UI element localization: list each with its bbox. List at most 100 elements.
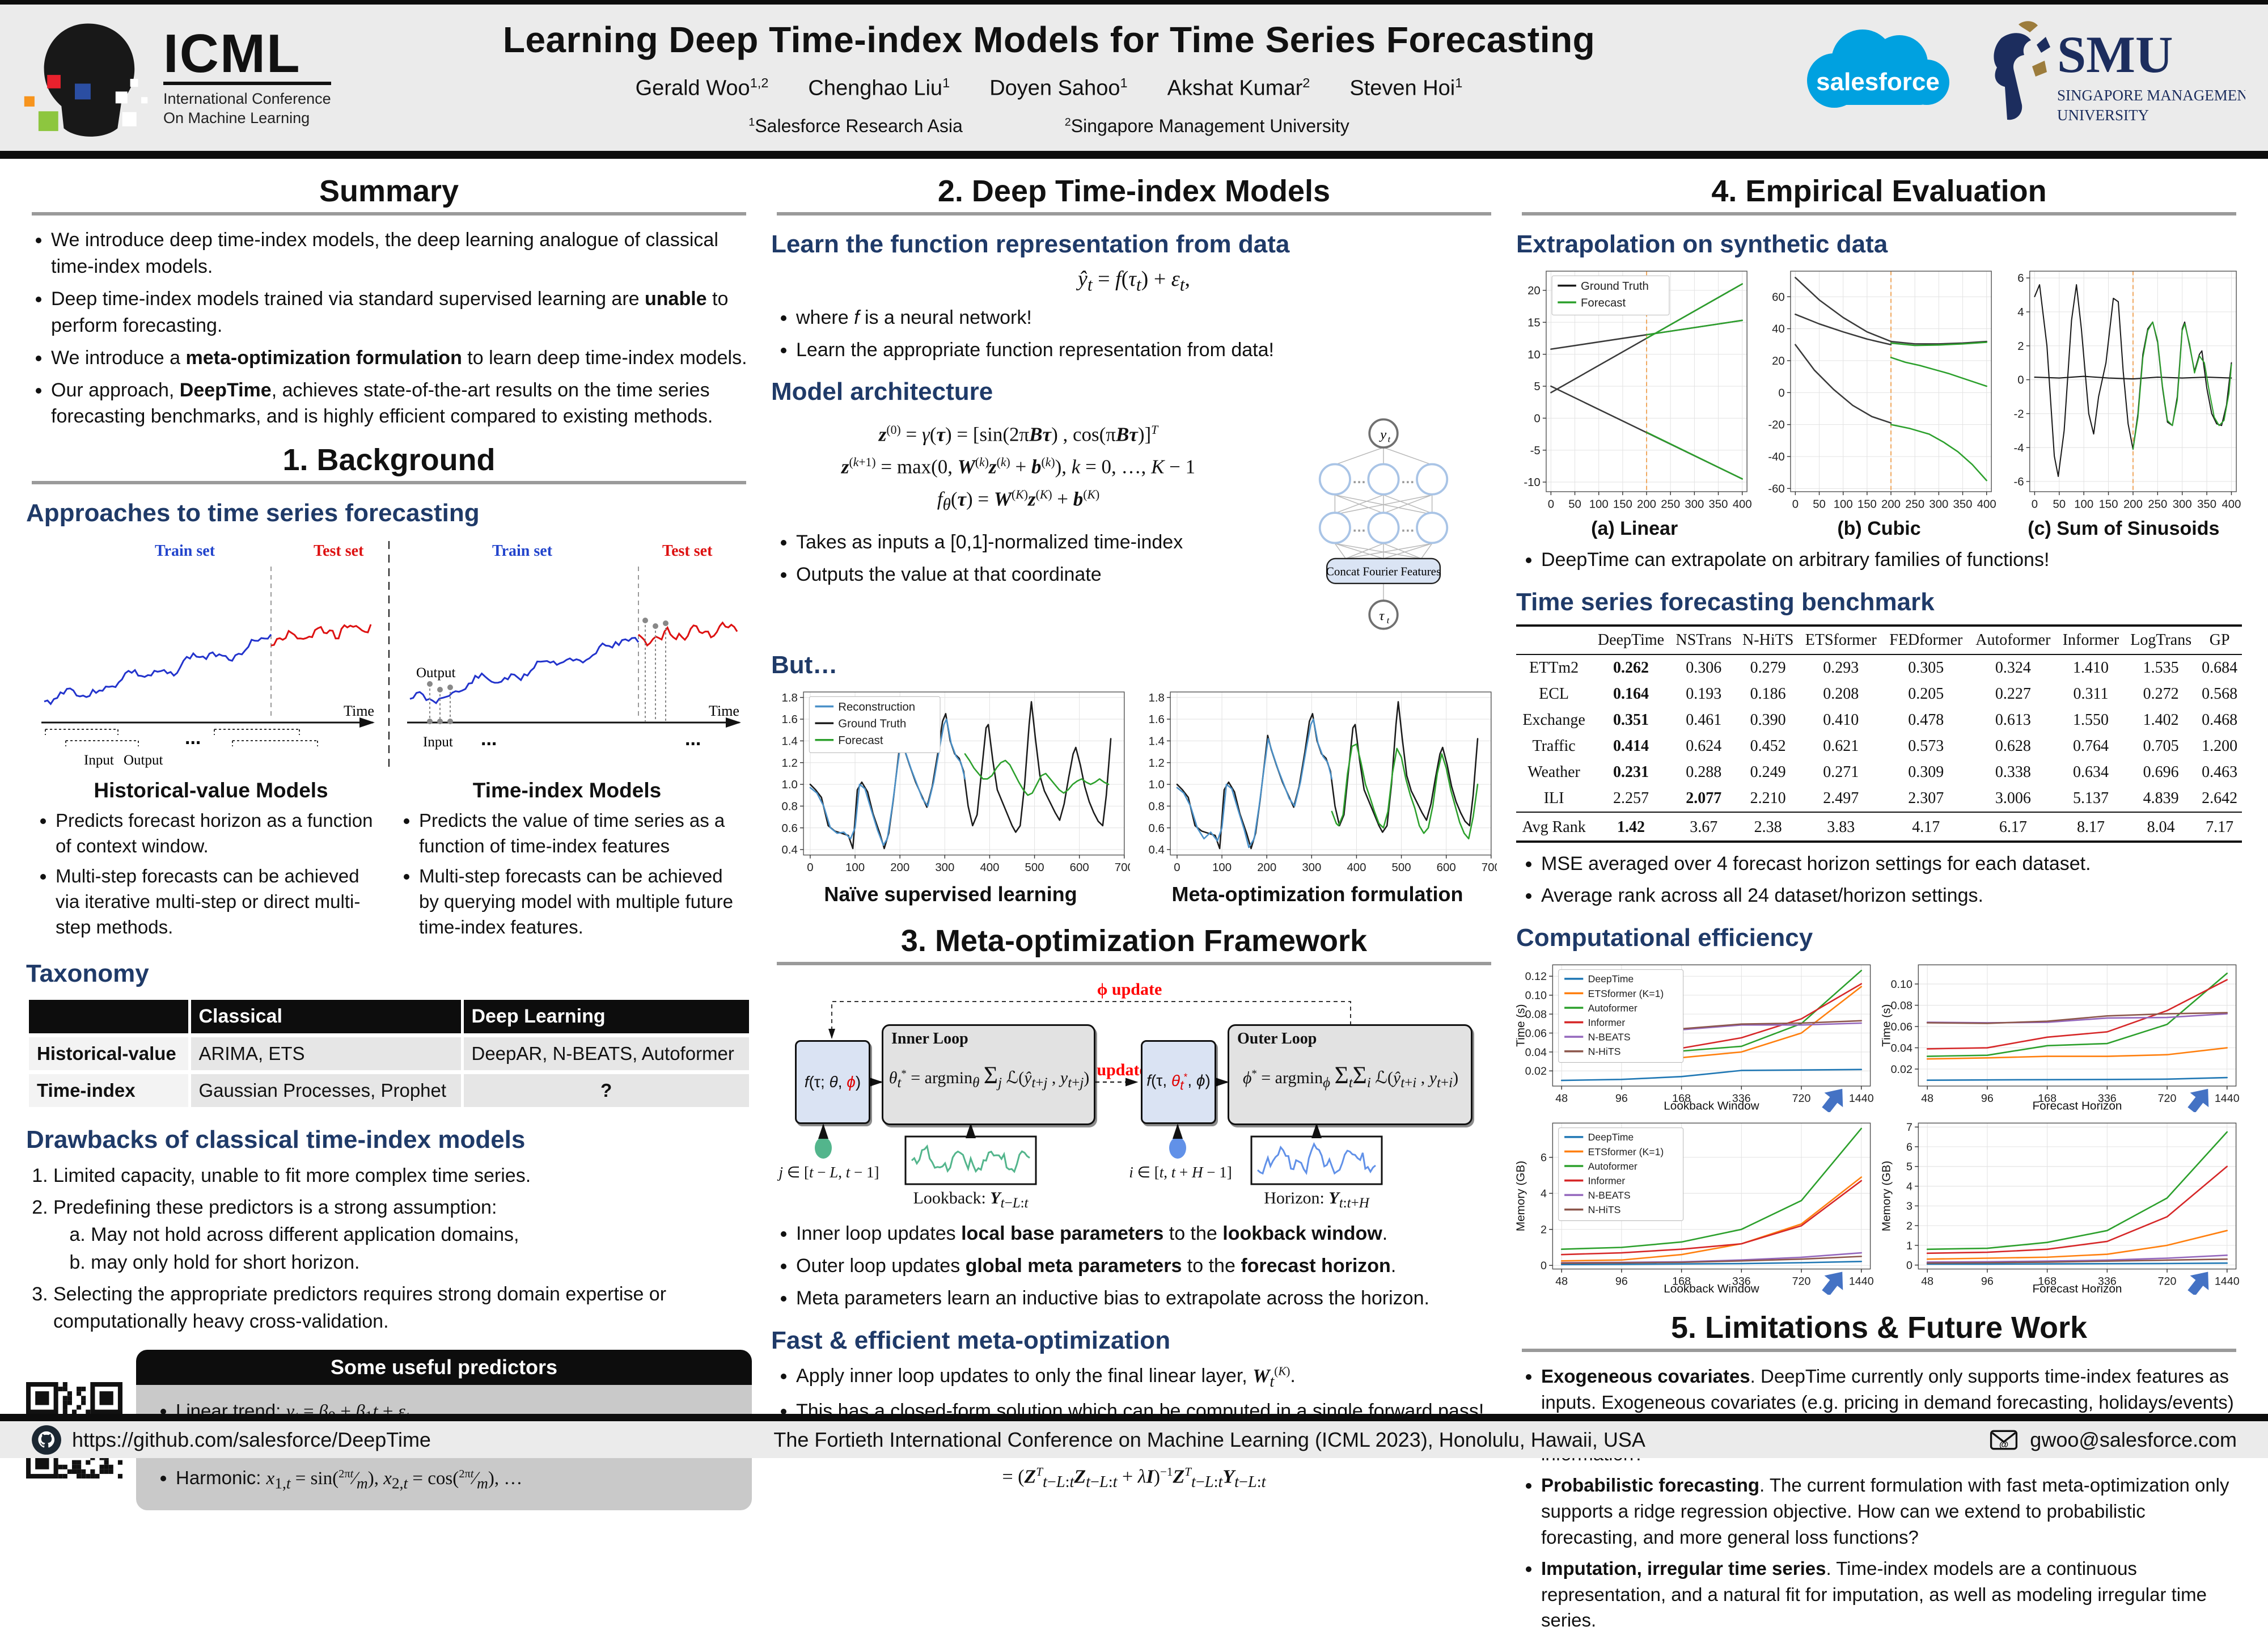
svg-text:0.04: 0.04 [1525, 1046, 1547, 1059]
svg-text:48: 48 [1921, 1092, 1933, 1105]
email-icon: @ [1990, 1430, 2018, 1450]
memory-vs-horizon-chart: 48 96 168 336 720 1440 0 1 2 3 4 5 6 7 Forecast Horizo… [1880, 1118, 2242, 1298]
svg-text:100: 100 [1589, 498, 1609, 510]
poster-footer: https://github.com/salesforce/DeepTime T… [0, 1414, 2268, 1458]
svg-text:720: 720 [2158, 1092, 2177, 1105]
svg-text:-60: -60 [1768, 483, 1785, 495]
table-row: Avg Rank 1.42 3.67 2.38 3.83 4.17 6.17 8.17 8.04… [1516, 811, 2242, 842]
svg-text:0.10: 0.10 [1525, 990, 1547, 1002]
predictors-title: Some useful predictors [136, 1350, 752, 1385]
svg-text:5: 5 [1534, 381, 1540, 393]
nn-output-label: y [1378, 427, 1386, 442]
benchmark-bullets: MSE averaged over 4 forecast horizon set… [1516, 851, 2242, 910]
svg-text:Reconstruction: Reconstruction [838, 701, 915, 713]
svg-text:0.02: 0.02 [1525, 1066, 1547, 1078]
svg-text:0.8: 0.8 [782, 801, 798, 813]
svg-text:ETSformer (K=1): ETSformer (K=1) [1588, 1146, 1664, 1158]
svg-text:0: 0 [807, 862, 813, 875]
taxonomy-table: Classical Deep Learning Historical-value AR… [26, 996, 752, 1111]
svg-text:336: 336 [1732, 1275, 1751, 1288]
svg-text:-4: -4 [2013, 442, 2024, 454]
column-header: GP [2197, 625, 2242, 655]
author: Chenghao Liu1 [808, 75, 950, 100]
meta-framework-heading: 3. Meta-optimization Framework [900, 923, 1368, 958]
column-header: Autoformer [1969, 625, 2057, 655]
svg-text:7: 7 [1906, 1121, 1912, 1134]
github-link[interactable]: https://github.com/salesforce/DeepTime [72, 1427, 431, 1451]
svg-text:0.06: 0.06 [1891, 1021, 1912, 1033]
list-item: Apply inner loop updates to only the fin… [796, 1363, 1497, 1393]
svg-text:1: 1 [1906, 1240, 1912, 1252]
list-item: Deep time-index models trained via stand… [51, 286, 752, 339]
background-heading: 1. Background [282, 443, 496, 478]
svg-text:250: 250 [2148, 498, 2167, 510]
svg-text:N-BEATS: N-BEATS [1588, 1190, 1631, 1201]
svg-text:300: 300 [1302, 862, 1321, 875]
train-set-label: Train set [492, 542, 553, 560]
list-item: We introduce deep time-index models, the… [51, 227, 752, 280]
svg-text:Autoformer: Autoformer [1588, 1003, 1637, 1014]
svg-text:60: 60 [1772, 291, 1785, 303]
svg-text:-20: -20 [1768, 419, 1785, 432]
email-link[interactable]: gwoo@salesforce.com [2030, 1427, 2237, 1451]
svg-text:600: 600 [1437, 862, 1456, 875]
middle-column: 2. Deep Time-index Models Learn the func… [771, 161, 1501, 1639]
svg-text:Ground Truth: Ground Truth [838, 718, 906, 730]
forecasting-approaches-figure: Train set Test set Time Input Output ...… [33, 535, 745, 944]
inner-loop-title: Inner Loop [891, 1029, 968, 1047]
author-list: Gerald Woo1,2 Chenghao Liu1 Doyen Sahoo1… [340, 75, 1758, 101]
list-item: Outputs the value at that coordinate [796, 561, 1266, 588]
svg-text:150: 150 [1613, 498, 1632, 510]
list-item: Learn the appropriate function represent… [796, 337, 1497, 364]
extrapolation-heading: Extrapolation on synthetic data [1516, 230, 1888, 258]
icml-wordmark: ICML International Conference On Machine… [163, 26, 331, 128]
svg-text:1.0: 1.0 [782, 779, 798, 792]
smu-abbr: SMU [2057, 26, 2173, 83]
inner-loop-equation: θt* = argminθ Σj ℒ(ŷt+j , yt+j) [888, 1062, 1090, 1091]
affiliation-list: 1Salesforce Research Asia 2Singapore Man… [340, 116, 1758, 137]
nn-input-label: τ [1379, 609, 1385, 624]
table-row: ECL 0.164 0.193 0.186 0.208 0.205 0.227 0.311 0.… [1539, 685, 2238, 703]
svg-text:50: 50 [2053, 498, 2066, 510]
svg-text:0.10: 0.10 [1891, 978, 1912, 991]
list-item: Predefining these predictors is a strong… [53, 1194, 752, 1276]
main-equation: ŷt = f(τt) + εt, [1077, 267, 1191, 295]
sinusoid-extrapolation-chart: 0 50 100 150 200 250 300 350 400 -6 -4 -2 0 2 4 6 [2005, 267, 2242, 518]
naive-caption: Naïve supervised learning [824, 882, 1077, 906]
svg-text:Lookback Window: Lookback Window [1664, 1100, 1759, 1112]
meta-optimization-diagram: ϕ update θ update f(τ; θ, ϕ) Inner Loop … [778, 977, 1490, 1211]
svg-text:0: 0 [1534, 412, 1540, 425]
svg-text:0: 0 [2017, 374, 2024, 387]
svg-text:10: 10 [1527, 349, 1541, 361]
svg-text:5: 5 [1906, 1161, 1912, 1173]
svg-text:350: 350 [2197, 498, 2216, 510]
list-item: Our approach, DeepTime, achieves state-o… [51, 377, 752, 430]
svg-text:1.2: 1.2 [1149, 757, 1165, 770]
taxonomy-heading: Taxonomy [26, 959, 149, 987]
approaches-heading: Approaches to time series forecasting [26, 499, 480, 527]
svg-text:48: 48 [1555, 1275, 1568, 1288]
list-item: Probabilistic forecasting. The current f… [1541, 1472, 2242, 1550]
svg-text:4: 4 [1541, 1188, 1547, 1200]
svg-text:4: 4 [2017, 306, 2024, 319]
svg-text:20: 20 [1772, 355, 1785, 367]
svg-text:40: 40 [1772, 323, 1785, 336]
time-index-bullets: Predicts the value of time series as a f… [396, 808, 745, 944]
drawbacks-heading: Drawbacks of classical time-index models [26, 1125, 526, 1154]
svg-text:3: 3 [1906, 1200, 1912, 1213]
cubic-caption: (b) Cubic [1837, 517, 1921, 539]
fourier-features-box: Concat Fourier Features [1326, 565, 1441, 578]
svg-text:500: 500 [1025, 862, 1044, 875]
list-item: Predicts the value of time series as a f… [419, 808, 745, 859]
column-header: Informer [2057, 625, 2125, 655]
svg-text:Time (s): Time (s) [1516, 1004, 1527, 1047]
summary-heading: Summary [319, 174, 459, 208]
svg-text:1.2: 1.2 [782, 757, 798, 770]
learn-heading: Learn the function representation from d… [771, 230, 1290, 258]
svg-text:Forecast Horizon: Forecast Horizon [2032, 1282, 2122, 1295]
meta-bullets: Inner loop updates local base parameters… [771, 1220, 1497, 1312]
icml-abbr: ICML [163, 26, 331, 85]
svg-text:…: … [1352, 471, 1366, 487]
svg-text:t: t [1388, 435, 1391, 445]
svg-text:300: 300 [2172, 498, 2191, 510]
